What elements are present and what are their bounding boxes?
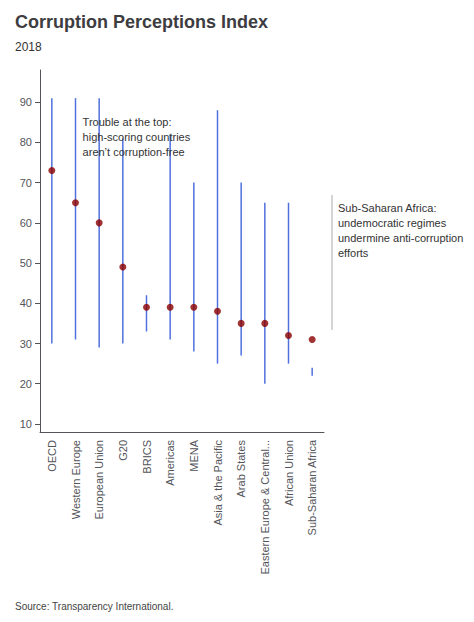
svg-text:Sub-Saharan Africa:: Sub-Saharan Africa:	[338, 202, 436, 214]
svg-text:African Union: African Union	[283, 440, 295, 506]
svg-text:European Union: European Union	[93, 440, 105, 520]
svg-text:50: 50	[20, 257, 32, 269]
svg-text:Trouble at the top:: Trouble at the top:	[83, 116, 172, 128]
svg-text:Source: Transparency Internati: Source: Transparency International.	[15, 601, 173, 612]
svg-text:undermine anti-corruption: undermine anti-corruption	[338, 232, 463, 244]
svg-text:70: 70	[20, 177, 32, 189]
svg-text:OECD: OECD	[46, 440, 58, 472]
svg-text:80: 80	[20, 136, 32, 148]
svg-text:BRICS: BRICS	[141, 440, 153, 474]
svg-text:40: 40	[20, 297, 32, 309]
svg-text:Sub-Saharan Africa: Sub-Saharan Africa	[306, 439, 318, 535]
svg-text:aren’t corruption-free: aren’t corruption-free	[83, 146, 185, 158]
svg-text:high-scoring countries: high-scoring countries	[83, 131, 191, 143]
svg-text:Asia & the Pacific: Asia & the Pacific	[212, 440, 224, 526]
svg-text:90: 90	[20, 96, 32, 108]
svg-text:Americas: Americas	[164, 440, 176, 486]
svg-text:30: 30	[20, 338, 32, 350]
svg-text:Eastern Europe & Central...: Eastern Europe & Central...	[259, 440, 271, 575]
svg-text:G20: G20	[117, 440, 129, 461]
svg-text:Western Europe: Western Europe	[70, 440, 82, 519]
svg-text:efforts: efforts	[338, 247, 369, 259]
svg-text:20: 20	[20, 378, 32, 390]
svg-text:10: 10	[20, 418, 32, 430]
svg-text:MENA: MENA	[188, 439, 200, 471]
svg-text:Corruption Perceptions Index: Corruption Perceptions Index	[15, 12, 268, 32]
svg-text:60: 60	[20, 217, 32, 229]
svg-text:undemocratic regimes: undemocratic regimes	[338, 217, 447, 229]
svg-text:Arab States: Arab States	[235, 440, 247, 498]
svg-text:2018: 2018	[15, 40, 42, 54]
